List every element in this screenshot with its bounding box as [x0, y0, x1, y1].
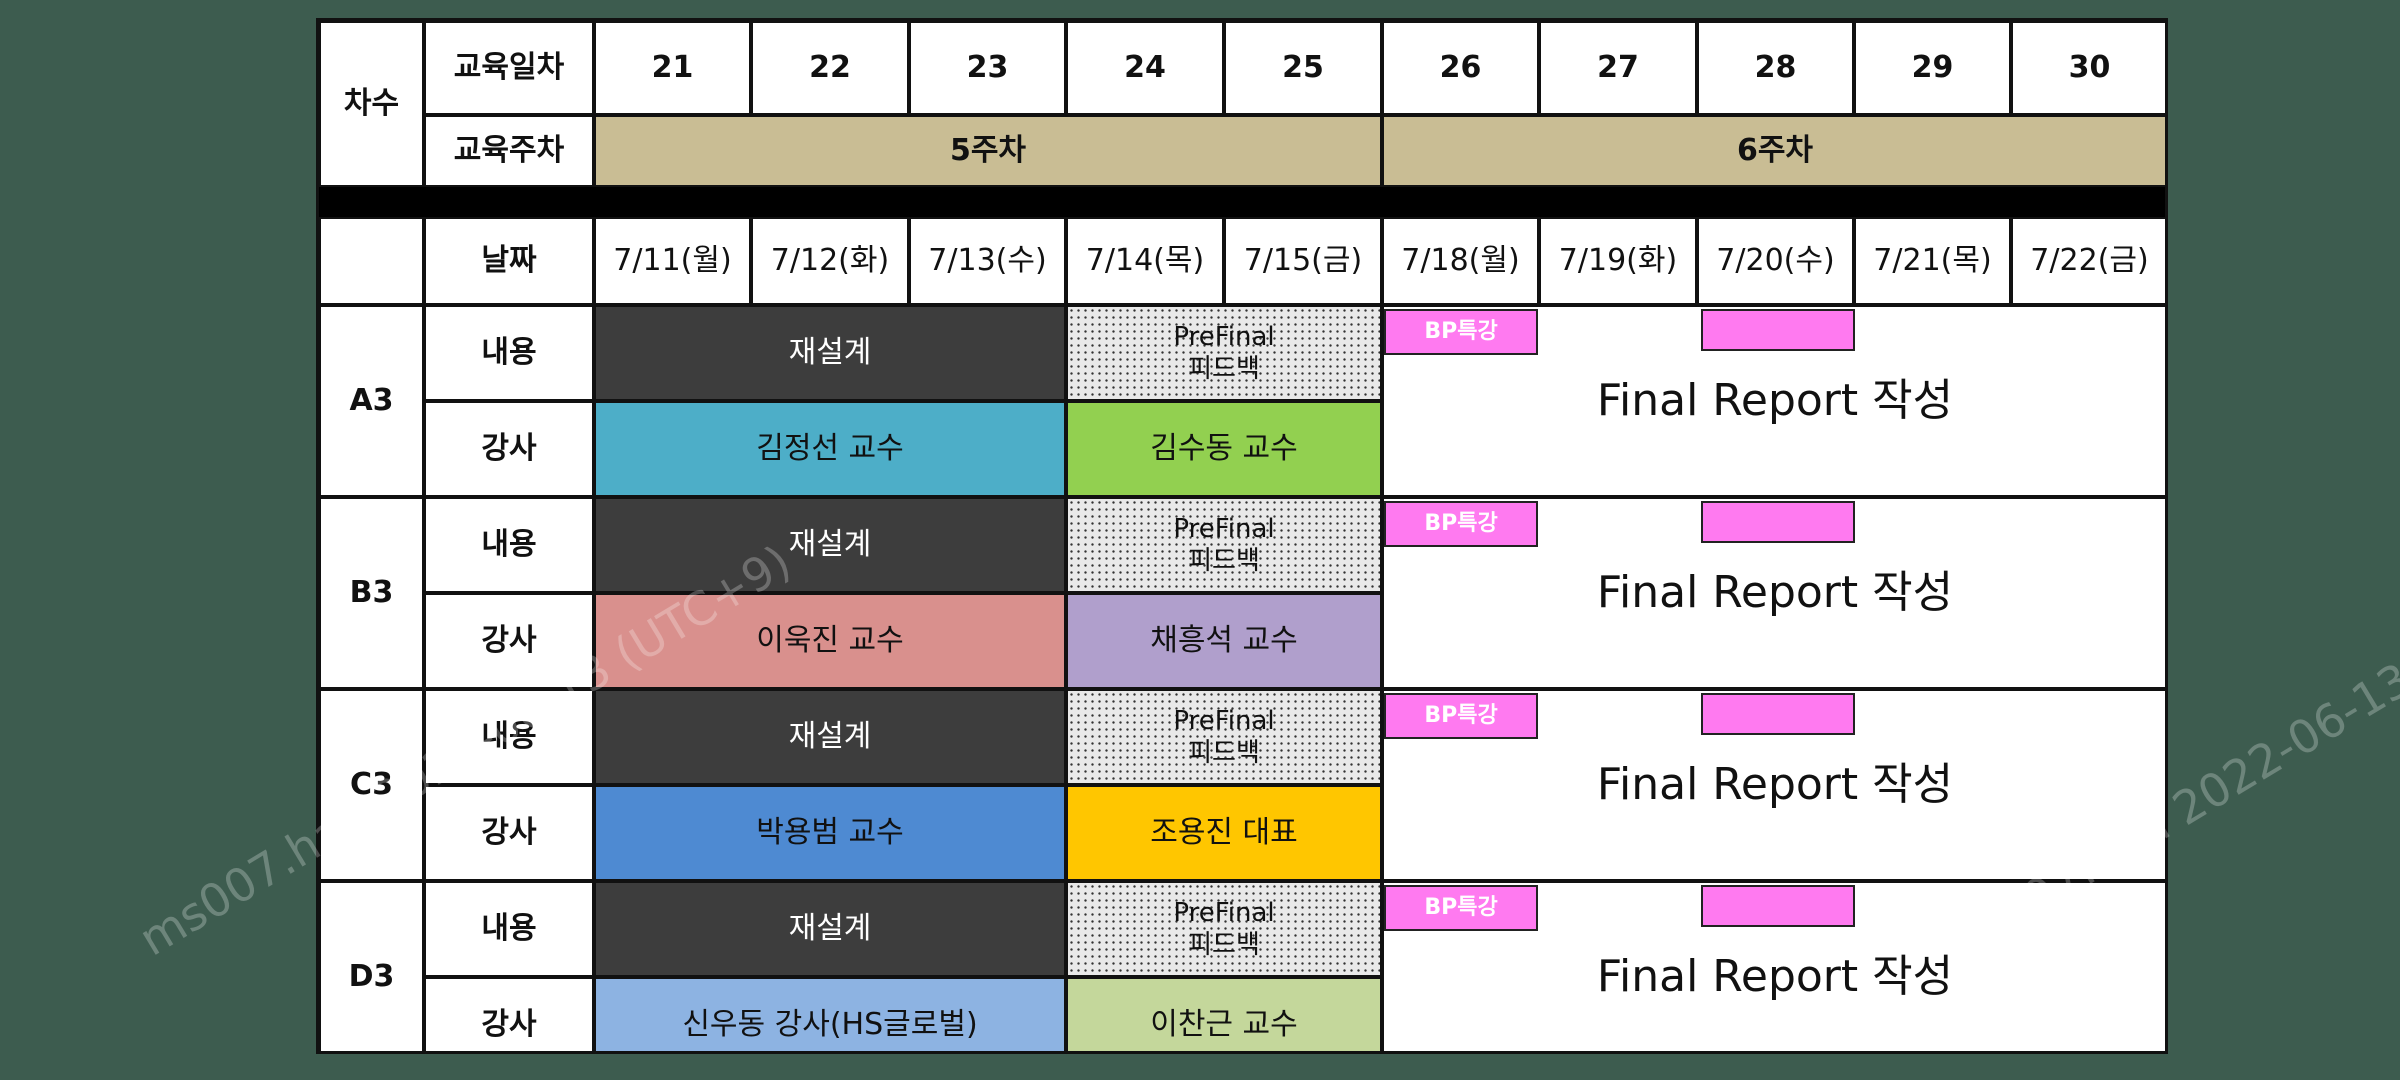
- day-number-25: 25: [1224, 21, 1382, 115]
- day-number-27: 27: [1539, 21, 1697, 115]
- date-cell-3: 7/13(수): [909, 217, 1066, 305]
- prefinal-feedback-a3: PreFinal 피드백: [1066, 305, 1382, 401]
- group-label-b3: B3: [319, 497, 424, 689]
- content-label-b3: 내용: [424, 497, 594, 593]
- black-separator: [319, 187, 2168, 217]
- date-cell-1: 7/11(월): [594, 217, 751, 305]
- redesign-cell-d3: 재설계: [594, 881, 1066, 977]
- content-label-d3: 내용: [424, 881, 594, 977]
- prefinal-feedback-b3: PreFinal 피드백: [1066, 497, 1382, 593]
- instructor-1-c3: 박용범 교수: [594, 785, 1066, 881]
- instructor-2-b3: 채흥석 교수: [1066, 593, 1382, 689]
- day-number-28: 28: [1697, 21, 1854, 115]
- group-label-a3: A3: [319, 305, 424, 497]
- day-number-29: 29: [1854, 21, 2011, 115]
- prefinal-line1-a3: PreFinal: [1173, 321, 1274, 354]
- date-cell-2: 7/12(화): [751, 217, 909, 305]
- bp-lecture-badge-b3: BP특강: [1384, 501, 1538, 547]
- prefinal-line2-b3: 피드백: [1188, 545, 1260, 578]
- instructor-2-a3: 김수동 교수: [1066, 401, 1382, 497]
- bp-lecture-badge-d3: BP특강: [1384, 885, 1538, 931]
- date-cell-7: 7/19(화): [1539, 217, 1697, 305]
- instructor-1-a3: 김정선 교수: [594, 401, 1066, 497]
- date-cell-10: 7/22(금): [2011, 217, 2168, 305]
- instructor-1-b3: 이욱진 교수: [594, 593, 1066, 689]
- prefinal-line1-d3: PreFinal: [1173, 897, 1274, 930]
- bp-lecture-badge-c3: BP특강: [1384, 693, 1538, 739]
- group-label-c3: C3: [319, 689, 424, 881]
- instructor-2-c3: 조용진 대표: [1066, 785, 1382, 881]
- day-number-22: 22: [751, 21, 909, 115]
- week-6-band: 6주차: [1382, 115, 2168, 187]
- week-5-band: 5주차: [594, 115, 1382, 187]
- redesign-cell-c3: 재설계: [594, 689, 1066, 785]
- highlight-box-c3: [1701, 693, 1855, 735]
- date-cell-8: 7/20(수): [1697, 217, 1854, 305]
- prefinal-line2-d3: 피드백: [1188, 929, 1260, 962]
- date-row-corner: [319, 217, 424, 305]
- group-label-d3: D3: [319, 881, 424, 1054]
- highlight-box-b3: [1701, 501, 1855, 543]
- instructor-label-b3: 강사: [424, 593, 594, 689]
- day-number-30: 30: [2011, 21, 2168, 115]
- prefinal-line1-b3: PreFinal: [1173, 513, 1274, 546]
- schedule-sheet: 차수 교육일차 교육주차 21 22 23 24 25 26 27 28 29 30 5주차 6주차 날짜 7/…: [316, 18, 2168, 1054]
- highlight-box-d3: [1701, 885, 1855, 927]
- session-header: 차수: [319, 21, 424, 187]
- instructor-label-c3: 강사: [424, 785, 594, 881]
- day-number-26: 26: [1382, 21, 1539, 115]
- instructor-1-d3: 신우동 강사(HS글로벌): [594, 977, 1066, 1054]
- date-cell-5: 7/15(금): [1224, 217, 1382, 305]
- bp-lecture-badge-a3: BP특강: [1384, 309, 1538, 355]
- highlight-box-a3: [1701, 309, 1855, 351]
- instructor-label-d3: 강사: [424, 977, 594, 1054]
- prefinal-line2-c3: 피드백: [1188, 737, 1260, 770]
- date-cell-9: 7/21(목): [1854, 217, 2011, 305]
- content-label-a3: 내용: [424, 305, 594, 401]
- prefinal-line1-c3: PreFinal: [1173, 705, 1274, 738]
- week-label: 교육주차: [424, 115, 594, 187]
- instructor-label-a3: 강사: [424, 401, 594, 497]
- prefinal-line2-a3: 피드백: [1188, 353, 1260, 386]
- redesign-cell-b3: 재설계: [594, 497, 1066, 593]
- instructor-2-d3: 이찬근 교수: [1066, 977, 1382, 1054]
- date-cell-4: 7/14(목): [1066, 217, 1224, 305]
- day-number-24: 24: [1066, 21, 1224, 115]
- date-cell-6: 7/18(월): [1382, 217, 1539, 305]
- content-label-c3: 내용: [424, 689, 594, 785]
- day-label: 교육일차: [424, 21, 594, 115]
- prefinal-feedback-d3: PreFinal 피드백: [1066, 881, 1382, 977]
- prefinal-feedback-c3: PreFinal 피드백: [1066, 689, 1382, 785]
- date-label: 날짜: [424, 217, 594, 305]
- day-number-23: 23: [909, 21, 1066, 115]
- redesign-cell-a3: 재설계: [594, 305, 1066, 401]
- day-number-21: 21: [594, 21, 751, 115]
